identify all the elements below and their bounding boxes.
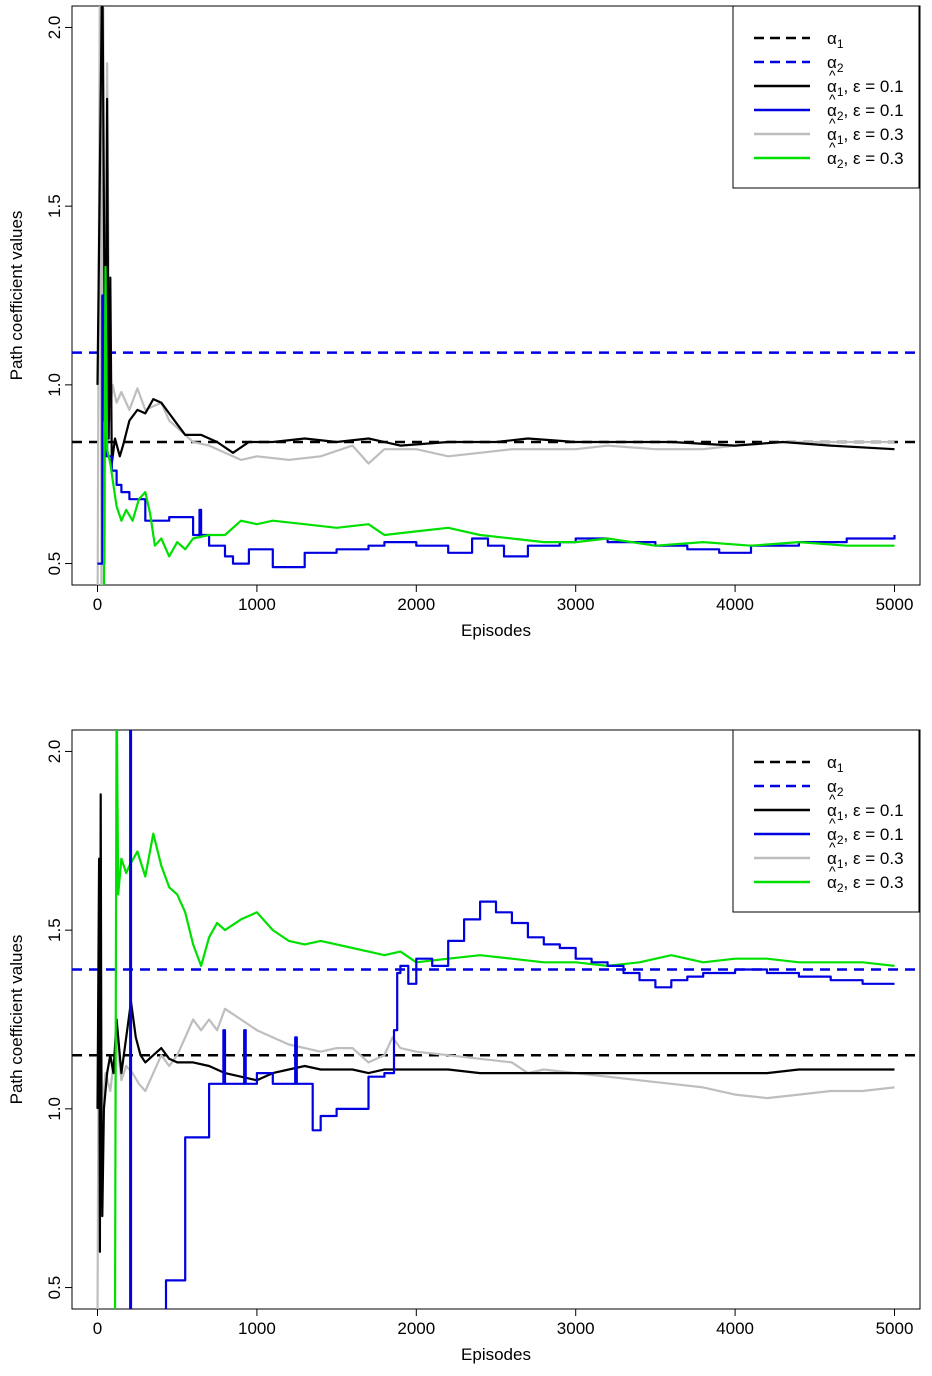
x-tick-label: 3000 — [557, 1319, 595, 1338]
hat-glyph: ^ — [829, 115, 836, 131]
legend-label: α1, ε = 0.3 — [827, 125, 904, 147]
series-line-4 — [102, 265, 895, 585]
y-axis: 0.5 1.0 1.5 2.0 Path coefficient values — [7, 16, 72, 576]
hat-glyph: ^ — [829, 863, 836, 879]
y-axis: 0.5 1.0 1.5 2.0 Path coefficient values — [7, 740, 72, 1300]
x-tick-label: 1000 — [238, 1319, 276, 1338]
hat-glyph: ^ — [829, 839, 836, 855]
legend-label: α1, ε = 0.1 — [827, 77, 904, 99]
hat-glyph: ^ — [829, 139, 836, 155]
x-tick-label: 0 — [93, 595, 102, 614]
plot-frame — [71, 729, 921, 1310]
x-tick-label: 4000 — [716, 595, 754, 614]
legend-label: α2, ε = 0.1 — [827, 825, 904, 847]
legend-label: α2, ε = 0.3 — [827, 873, 904, 895]
y-tick-label: 1.5 — [45, 194, 64, 218]
x-axis: 0 1000 2000 3000 4000 5000 Episodes — [93, 1309, 914, 1364]
series-line-2 — [96, 793, 895, 1253]
y-tick-label: 0.5 — [45, 552, 64, 576]
y-tick-label: 1.0 — [45, 1097, 64, 1121]
hat-glyph: ^ — [829, 815, 836, 831]
x-tick-label: 2000 — [397, 1319, 435, 1338]
x-tick-label: 5000 — [876, 595, 914, 614]
x-tick-label: 4000 — [716, 1319, 754, 1338]
x-tick-label: 1000 — [238, 595, 276, 614]
legend-entry: α2, ε = 0.1^ — [754, 815, 904, 847]
legend-entry: α2, ε = 0.3^ — [754, 863, 904, 895]
y-axis-title: Path coefficient values — [7, 211, 26, 381]
y-tick-label: 2.0 — [45, 16, 64, 40]
x-axis-title: Episodes — [461, 1345, 531, 1364]
y-tick-label: 2.0 — [45, 740, 64, 764]
x-tick-label: 3000 — [557, 595, 595, 614]
chart-panel-1: 0 1000 2000 3000 4000 5000 Episodes 0.5 1.0 1.5 2.… — [7, 5, 921, 640]
legend-entry: α2, ε = 0.3^ — [754, 139, 904, 171]
legend-label: α1, ε = 0.1 — [827, 801, 904, 823]
legend-entry: α1, ε = 0.3^ — [754, 839, 904, 871]
plot-area — [72, 6, 920, 585]
hat-glyph: ^ — [829, 791, 836, 807]
hat-glyph: ^ — [829, 67, 836, 83]
legend-entry: α1, ε = 0.1^ — [754, 791, 904, 823]
y-tick-label: 0.5 — [45, 1276, 64, 1300]
legend-entry: α1, ε = 0.3^ — [754, 115, 904, 147]
x-tick-label: 5000 — [876, 1319, 914, 1338]
series-line-3 — [113, 730, 895, 1309]
legend-label: α2, ε = 0.1 — [827, 101, 904, 123]
x-tick-label: 0 — [93, 1319, 102, 1338]
hat-glyph: ^ — [829, 91, 836, 107]
series-line-1 — [96, 893, 895, 1309]
x-axis-title: Episodes — [461, 621, 531, 640]
x-axis: 0 1000 2000 3000 4000 5000 Episodes — [93, 585, 914, 640]
legend-label: α1, ε = 0.3 — [827, 849, 904, 871]
y-tick-label: 1.0 — [45, 373, 64, 397]
series-line-3 — [97, 294, 896, 569]
y-axis-title: Path coefficient values — [7, 935, 26, 1105]
plot-frame — [71, 5, 921, 586]
chart-panel-2: 0 1000 2000 3000 4000 5000 Episodes 0.5 1.0 1.5 2.… — [7, 729, 921, 1364]
series-line-4 — [129, 730, 895, 1309]
x-tick-label: 2000 — [397, 595, 435, 614]
legend-label: α2, ε = 0.3 — [827, 149, 904, 171]
plot-area — [72, 730, 920, 1309]
y-tick-label: 1.5 — [45, 918, 64, 942]
legend-entry: α2, ε = 0.1^ — [754, 91, 904, 123]
legend-entry: α1, ε = 0.1^ — [754, 67, 904, 99]
